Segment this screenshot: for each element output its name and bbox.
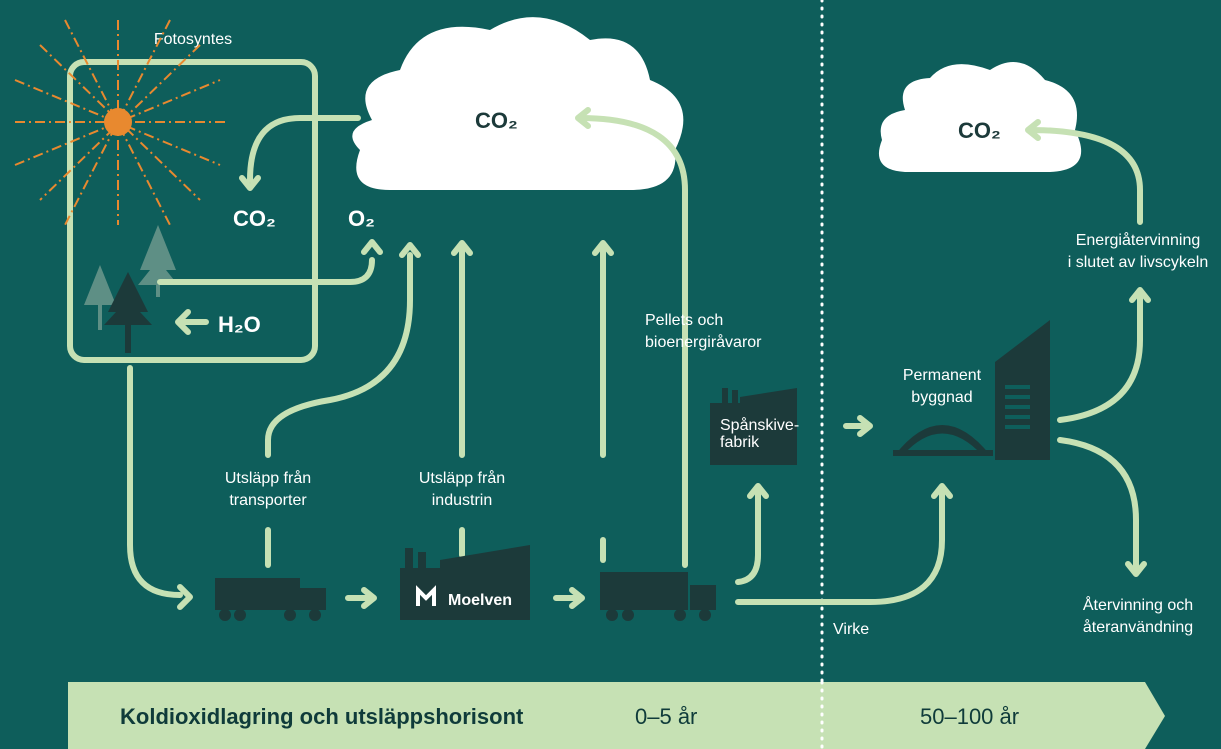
diagram: Fotosyntes H₂O CO₂ O₂ CO₂ CO₂ (0, 0, 1221, 749)
timber-label: Virke (833, 621, 869, 638)
h2o-label: H₂O (218, 312, 261, 337)
text-line: i slutet av livscykeln (1068, 254, 1209, 271)
photosynthesis-title: Fotosyntes (154, 31, 232, 48)
o2-label: O₂ (348, 206, 375, 231)
cloud-co2: CO₂ (475, 108, 518, 133)
text-line: Pellets och (645, 312, 723, 329)
text-line: Spånskive- (720, 416, 799, 434)
text-line: industrin (432, 492, 492, 509)
co2-label: CO₂ (233, 206, 276, 231)
text-line: Permanent (903, 367, 982, 384)
text-line: Återvinning och (1083, 595, 1193, 614)
text-line: återanvändning (1083, 618, 1193, 636)
logo: Moelven (448, 592, 512, 609)
text-line: transporter (229, 492, 307, 509)
cloud-co2: CO₂ (958, 118, 1001, 143)
timeline-short: 0–5 år (635, 704, 697, 729)
text-line: Utsläpp från (419, 469, 505, 487)
text-line: fabrik (720, 434, 760, 451)
text-line: Utsläpp från (225, 469, 311, 487)
sun (104, 108, 132, 136)
text-line: byggnad (911, 389, 972, 406)
text-line: bioenergiråvaror (645, 333, 762, 351)
timeline-title: Koldioxidlagring och utsläppshorisont (120, 704, 524, 729)
timeline-long: 50–100 år (920, 704, 1019, 729)
text-line: Energiåtervinning (1076, 231, 1201, 249)
